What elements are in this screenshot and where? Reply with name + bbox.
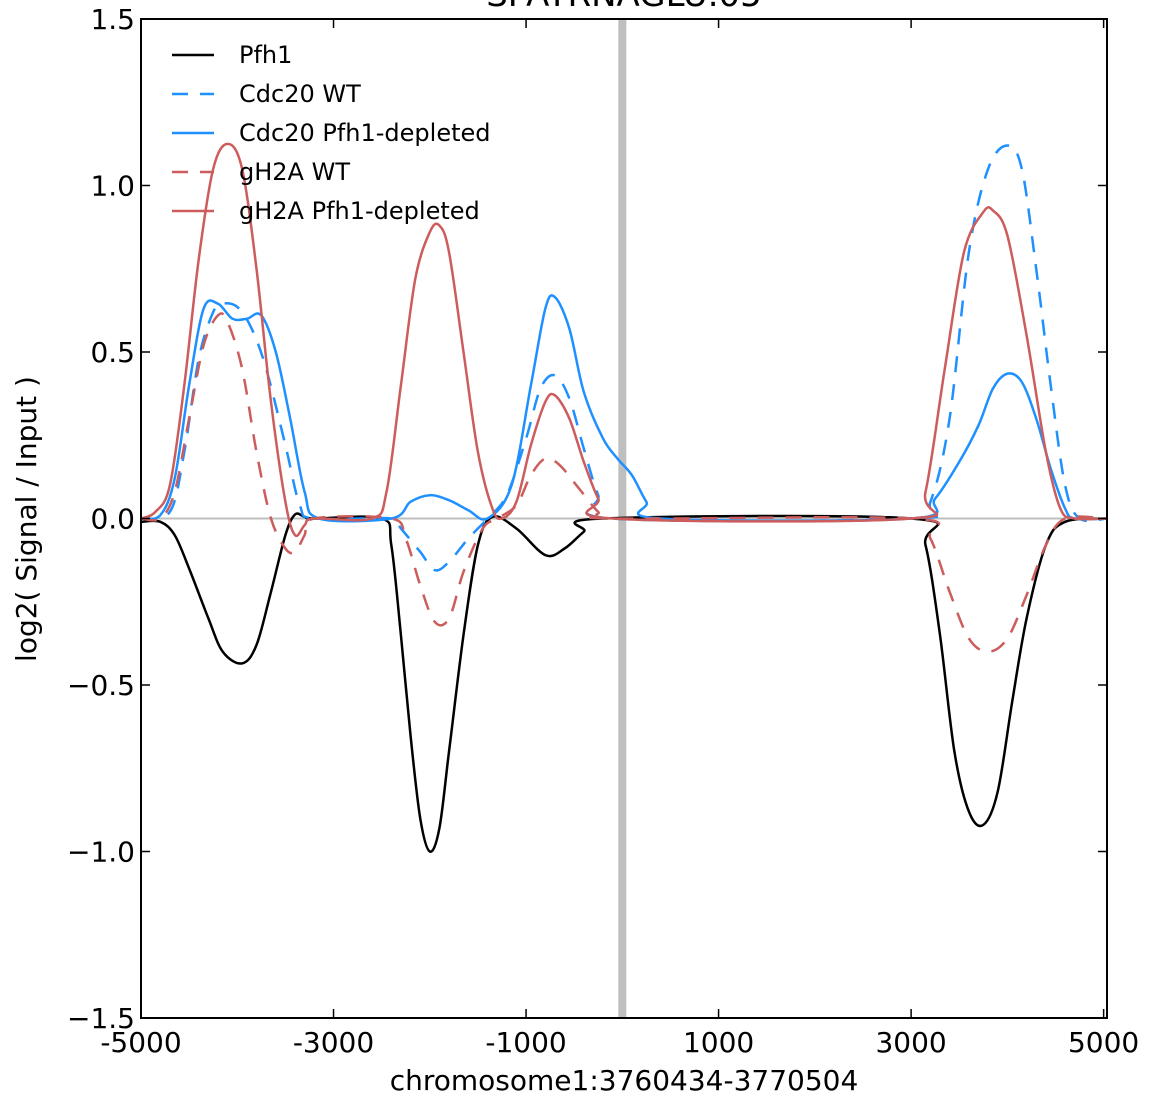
legend: Pfh1 Cdc20 WT Cdc20 Pfh1-depleted gH2A WT gH… xyxy=(172,41,491,225)
x-tick-label: 1000 xyxy=(683,1026,754,1059)
legend-label: gH2A WT xyxy=(239,158,350,186)
x-tick-label: -5000 xyxy=(100,1026,181,1059)
legend-label: Cdc20 WT xyxy=(239,80,361,108)
x-tick-label: 3000 xyxy=(875,1026,946,1059)
legend-label: gH2A Pfh1-depleted xyxy=(239,197,480,225)
y-axis-label: log2( Signal / Input ) xyxy=(10,376,43,662)
y-tick-label: 1.0 xyxy=(90,170,135,203)
x-tick-label: 5000 xyxy=(1068,1026,1139,1059)
legend-label: Cdc20 Pfh1-depleted xyxy=(239,119,491,147)
legend-item-pfh1: Pfh1 xyxy=(172,41,292,69)
legend-item-gh2a-wt: gH2A WT xyxy=(172,158,350,186)
series-line-cdc20-wt xyxy=(141,144,1107,572)
x-tick-label: -3000 xyxy=(293,1026,374,1059)
x-tick-label: -1000 xyxy=(485,1026,566,1059)
legend-item-cdc20-wt: Cdc20 WT xyxy=(172,80,361,108)
series-line-pfh1 xyxy=(141,512,1107,853)
legend-item-cdc20-pfh1-depleted: Cdc20 Pfh1-depleted xyxy=(172,119,491,147)
series-line-gh2a-wt xyxy=(141,312,1107,653)
legend-label: Pfh1 xyxy=(239,41,292,69)
y-tick-label: 0.0 xyxy=(90,503,135,536)
series-line-cdc20-pfh1-depleted xyxy=(141,294,1107,523)
y-tick-label: 1.5 xyxy=(90,3,135,36)
ticks: -5000 -3000 -1000 1000 3000 5000 −1.5 −1.0 −0.5 0… xyxy=(67,3,1139,1059)
series-line-gh2a-pfh1-depleted xyxy=(141,142,1107,538)
y-tick-label: −0.5 xyxy=(67,669,135,702)
y-tick-label: 0.5 xyxy=(90,336,135,369)
legend-item-gh2a-pfh1-depleted: gH2A Pfh1-depleted xyxy=(172,197,480,225)
x-axis-label: chromosome1:3760434-3770504 xyxy=(390,1064,859,1097)
y-tick-label: −1.0 xyxy=(67,836,135,869)
y-tick-label: −1.5 xyxy=(67,1002,135,1035)
series-layer xyxy=(141,142,1107,853)
chart-title: SPATRNAGLU.05 xyxy=(486,0,762,15)
